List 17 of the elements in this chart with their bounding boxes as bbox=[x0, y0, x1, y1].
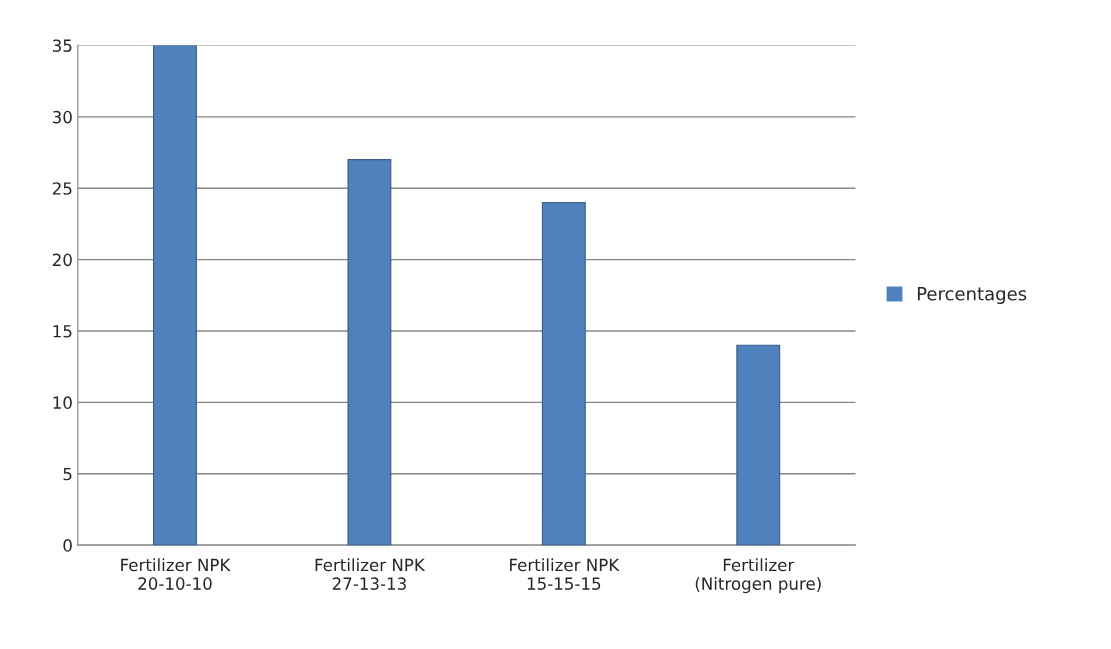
y-tick-label: 15 bbox=[53, 325, 72, 338]
bar bbox=[347, 159, 392, 546]
bar bbox=[736, 344, 781, 546]
x-tick-label: Fertilizer NPK 20-10-10 bbox=[121, 558, 231, 590]
bar bbox=[153, 45, 197, 546]
y-tick-label: 25 bbox=[52, 182, 72, 195]
x-tick-label: Fertilizer (Nitrogen pure) bbox=[695, 558, 821, 594]
x-tick-label: Fertilizer NPK 27-13-13 bbox=[315, 558, 426, 590]
x-tick-label: Fertilizer NPK 15-15-15 bbox=[510, 558, 620, 590]
y-tick-label: 20 bbox=[52, 253, 72, 267]
y-tick-label: 30 bbox=[52, 110, 72, 124]
y-tick-label: 35 bbox=[52, 39, 72, 52]
legend-label: Percentages bbox=[917, 287, 1027, 305]
y-tick-label: 10 bbox=[53, 396, 72, 409]
y-tick-label: 0 bbox=[63, 539, 72, 552]
y-tick-label: 5 bbox=[63, 467, 72, 481]
bar bbox=[541, 201, 586, 546]
